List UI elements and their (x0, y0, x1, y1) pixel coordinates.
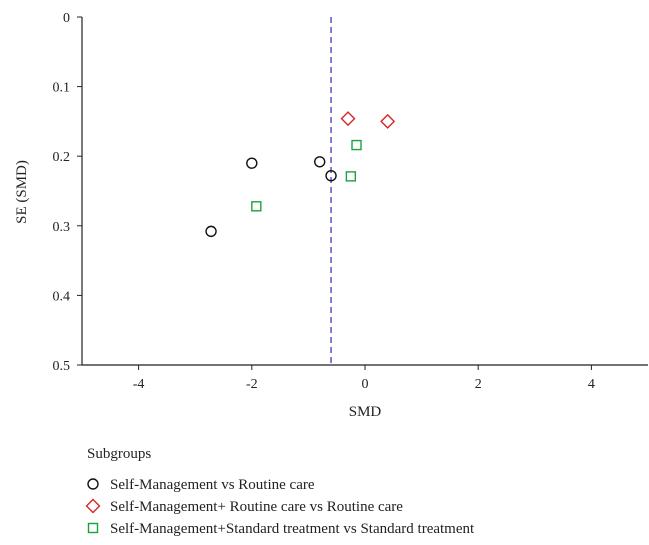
y-tick-label: 0.3 (53, 220, 71, 235)
square-data-point (345, 171, 357, 182)
legend-label: Self-Management+Standard treatment vs St… (110, 521, 475, 537)
circle-data-point (246, 157, 258, 169)
square-data-point (251, 201, 262, 212)
legend-title: Subgroups (87, 446, 151, 462)
legend-diamond-marker (85, 498, 101, 514)
legend-label: Self-Management+ Routine care vs Routine… (110, 499, 403, 515)
x-tick-label: 2 (475, 377, 482, 392)
circle-data-point (205, 225, 217, 238)
ticks: -4 -2 0 2 4 0 0.1 0.2 0.3 0.4 0.5 (53, 11, 595, 392)
legend: Subgroups Self-Management vs Routine car… (85, 446, 475, 537)
circle-data-point (314, 156, 326, 168)
diamond-data-point (380, 113, 396, 129)
y-tick-label: 0 (63, 11, 70, 26)
x-tick-label: -2 (246, 377, 258, 392)
x-tick-label: 4 (588, 377, 595, 392)
y-tick-label: 0.4 (53, 289, 71, 304)
circle-data-point (325, 169, 337, 182)
legend-circle-marker (87, 478, 99, 490)
y-tick-label: 0.1 (53, 81, 71, 96)
x-tick-label: -4 (133, 377, 145, 392)
y-axis-title: SE (SMD) (14, 160, 30, 224)
x-axis-title: SMD (349, 404, 382, 420)
axes (81, 17, 648, 366)
x-tick-label: 0 (362, 377, 369, 392)
square-data-point (351, 139, 362, 151)
diamond-data-point (340, 111, 356, 127)
legend-label: Self-Management vs Routine care (110, 477, 315, 493)
data-points (205, 111, 396, 238)
y-tick-label: 0.2 (53, 150, 71, 165)
y-tick-label: 0.5 (53, 359, 71, 374)
legend-square-marker (87, 522, 99, 534)
